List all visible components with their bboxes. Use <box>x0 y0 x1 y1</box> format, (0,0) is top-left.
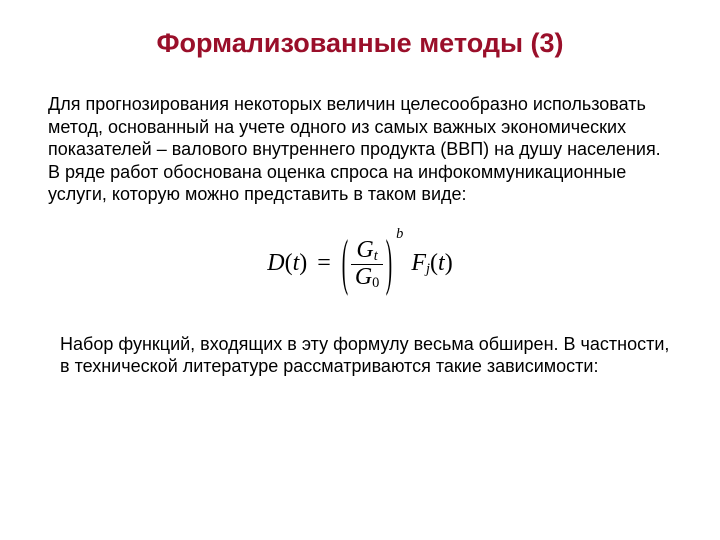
slide-title: Формализованные методы (3) <box>48 28 672 59</box>
formula: D(t) = ( Gt G0 ) b Fj(t) <box>267 238 452 291</box>
intro-paragraph: Для прогнозирования некоторых величин це… <box>48 93 672 206</box>
formula-lhs-fn: D <box>267 250 284 276</box>
frac-den-sub: 0 <box>372 275 379 291</box>
formula-exponent: b <box>396 226 403 243</box>
closing-paragraph: Набор функций, входящих в эту формулу ве… <box>48 333 672 378</box>
formula-container: D(t) = ( Gt G0 ) b Fj(t) <box>48 238 672 291</box>
formula-rhs-arg: t <box>438 250 445 276</box>
slide: Формализованные методы (3) Для прогнозир… <box>0 0 720 540</box>
formula-rhs-fn: F <box>399 250 426 276</box>
frac-num-sub: t <box>374 248 378 264</box>
frac-den-sym: G <box>355 264 372 290</box>
frac-num-sym: G <box>356 237 373 263</box>
